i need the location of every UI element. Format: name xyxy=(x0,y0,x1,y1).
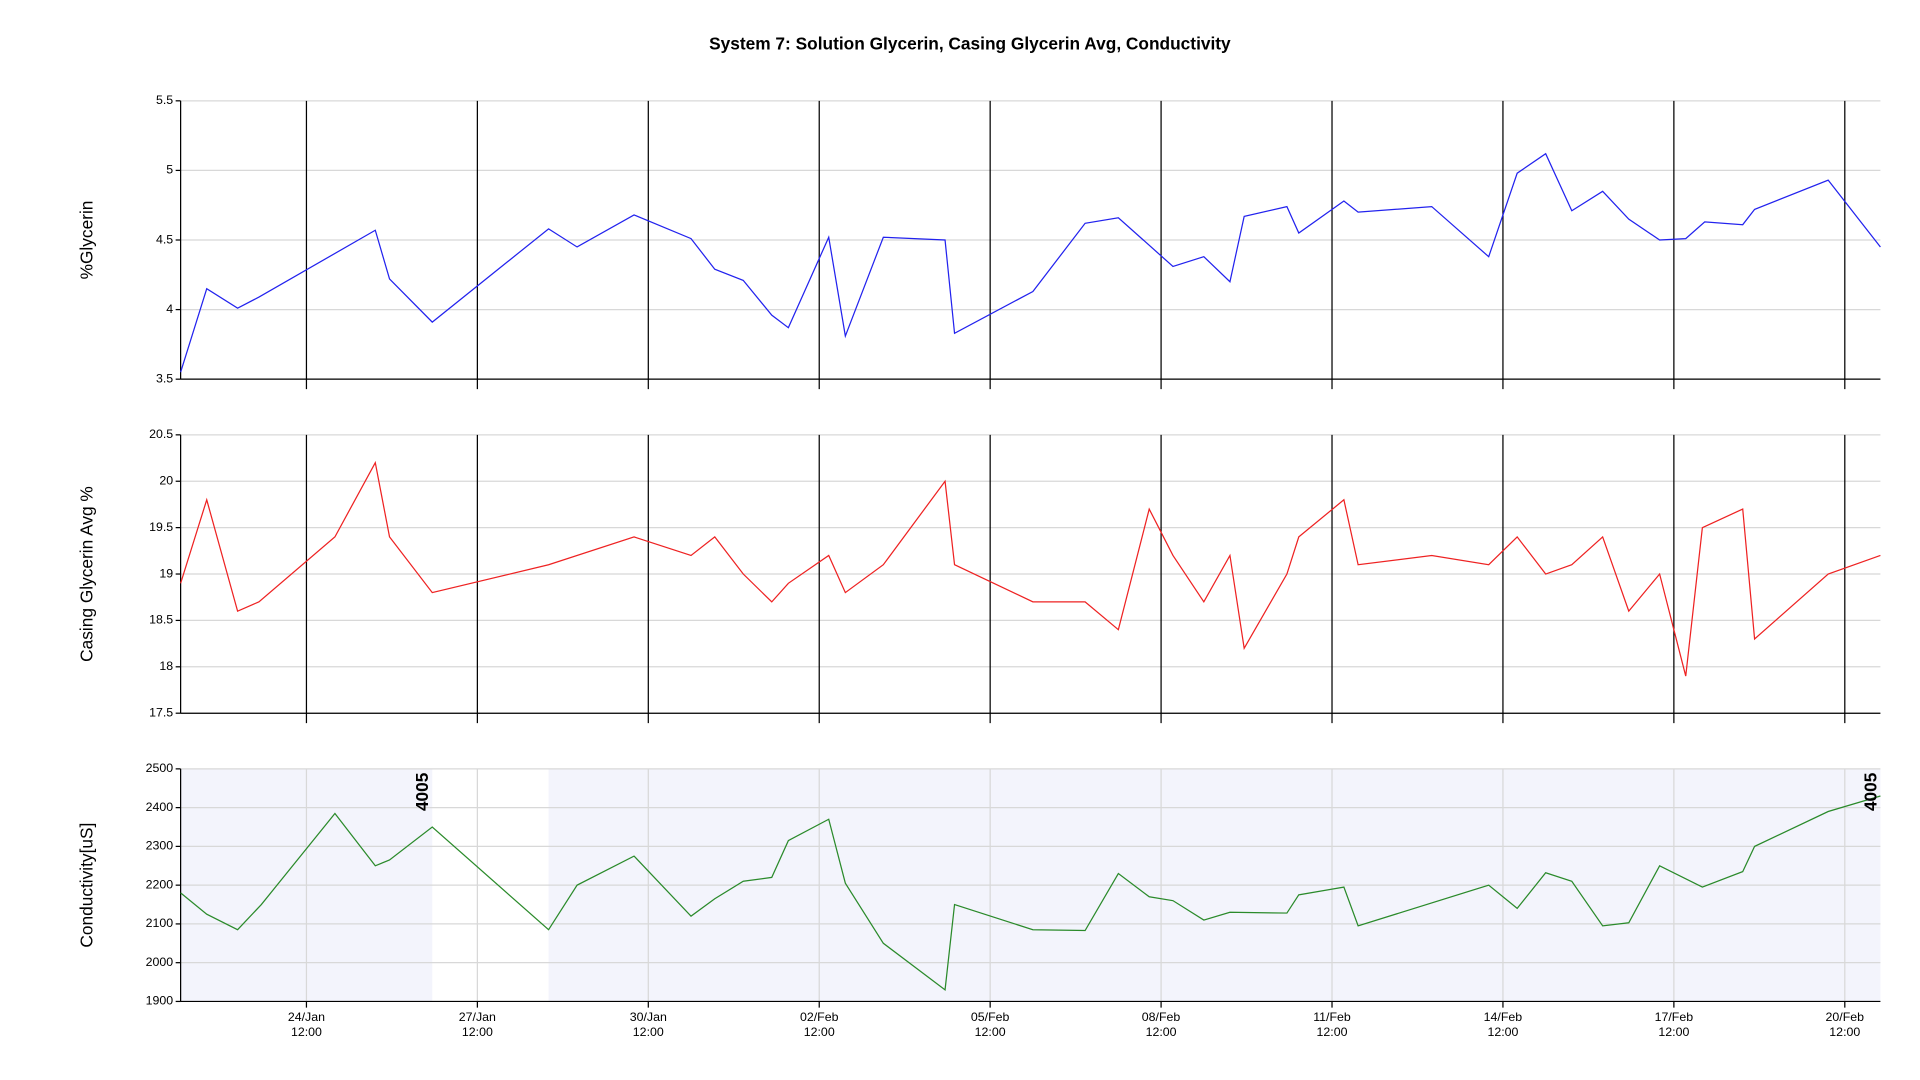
x-tick-label-box: 24/Jan 12:00 xyxy=(287,1011,326,1040)
x-tick-label-box: 27/Jan 12:00 xyxy=(458,1011,496,1040)
y-tick-label: 4.5 xyxy=(156,232,173,246)
x-tick-label: 11/Feb 12:00 xyxy=(1313,1011,1351,1040)
x-tick-label-box: 08/Feb 12:00 xyxy=(1141,1011,1181,1040)
y-tick-label: 5 xyxy=(166,163,173,177)
x-tick-label-box: 30/Jan 12:00 xyxy=(629,1011,667,1040)
y-axis-label: %Glycerin xyxy=(76,201,96,280)
data-line xyxy=(180,795,1881,991)
y-axis-label: Casing Glycerin Avg % xyxy=(76,486,96,662)
y-tick-label: 1900 xyxy=(146,994,174,1008)
x-tick-label: 05/Feb 12:00 xyxy=(970,1011,1010,1040)
x-tick-label: 30/Jan 12:00 xyxy=(629,1011,667,1040)
y-tick-label: 2500 xyxy=(146,761,174,775)
x-tick-label: 27/Jan 12:00 xyxy=(458,1011,496,1040)
y-tick-label: 19 xyxy=(159,566,173,580)
y-tick-label: 2400 xyxy=(146,800,174,814)
data-line xyxy=(180,460,1881,677)
y-tick-label: 4 xyxy=(166,302,173,316)
y-tick-label: 2200 xyxy=(146,877,174,891)
x-tick-label: 17/Feb 12:00 xyxy=(1654,1011,1694,1040)
x-tick-label-box: 02/Feb 12:00 xyxy=(799,1011,839,1040)
x-tick-label: 24/Jan 12:00 xyxy=(287,1011,326,1040)
y-tick-label: 20.5 xyxy=(149,427,173,441)
y-tick-label: 3.5 xyxy=(156,371,173,385)
data-line xyxy=(180,152,1881,373)
region-label: 4005 xyxy=(1860,772,1880,811)
y-axis-label: Conductivity[uS] xyxy=(76,823,96,948)
y-tick-label: 18.5 xyxy=(149,613,173,627)
x-tick-label: 02/Feb 12:00 xyxy=(799,1011,839,1040)
x-tick-label: 14/Feb 12:00 xyxy=(1483,1011,1523,1040)
x-tick-label-box: 11/Feb 12:00 xyxy=(1313,1011,1351,1040)
y-tick-label: 2100 xyxy=(146,916,174,930)
y-tick-label: 20 xyxy=(159,474,173,488)
y-tick-label: 17.5 xyxy=(149,705,173,719)
y-tick-label: 19.5 xyxy=(149,520,173,534)
y-tick-label: 2000 xyxy=(146,955,174,969)
chart-title: System 7: Solution Glycerin, Casing Glyc… xyxy=(709,34,1231,54)
y-tick-label: 5.5 xyxy=(156,93,173,107)
y-tick-label: 18 xyxy=(159,659,173,673)
x-tick-label-box: 20/Feb 12:00 xyxy=(1825,1011,1865,1040)
y-tick-label: 2300 xyxy=(146,839,174,853)
region-label: 4005 xyxy=(412,772,432,811)
x-tick-label: 20/Feb 12:00 xyxy=(1825,1011,1865,1040)
x-tick-label-box: 14/Feb 12:00 xyxy=(1483,1011,1523,1040)
x-tick-label: 08/Feb 12:00 xyxy=(1141,1011,1181,1040)
x-tick-label-box: 05/Feb 12:00 xyxy=(970,1011,1010,1040)
x-tick-label-box: 17/Feb 12:00 xyxy=(1654,1011,1694,1040)
